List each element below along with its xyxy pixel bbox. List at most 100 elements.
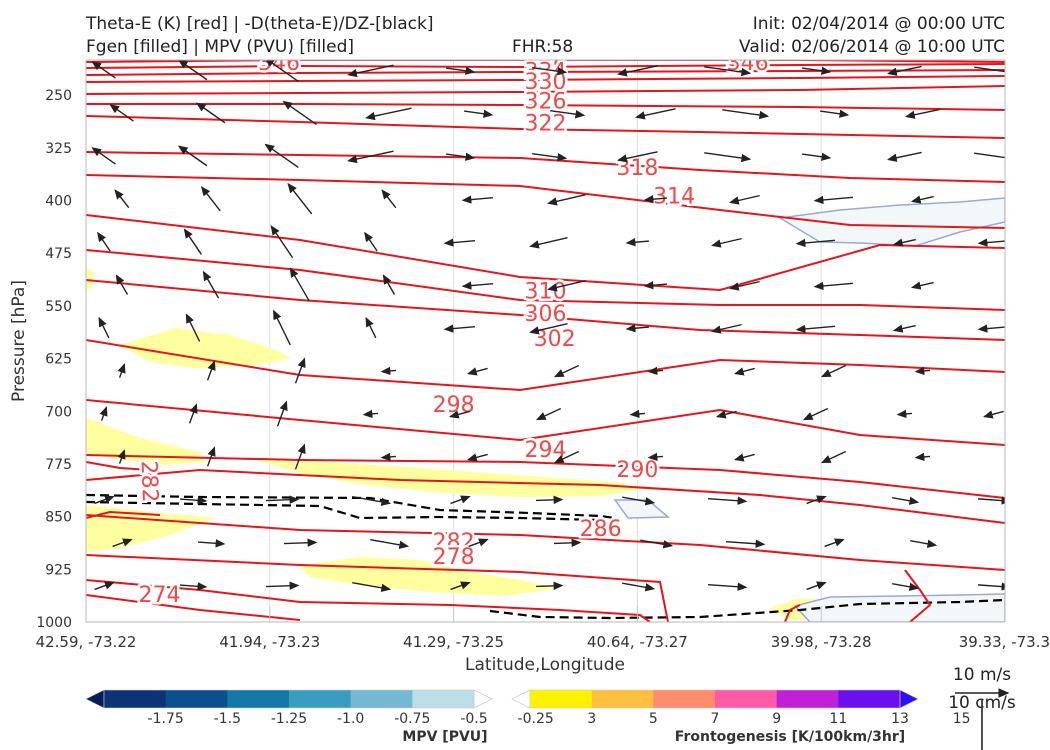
wind-arrow xyxy=(114,189,130,209)
colorbar-extend-left xyxy=(511,689,531,709)
wind-arrow xyxy=(117,449,126,464)
mpv-tick-label: -1.0 xyxy=(337,711,364,727)
wind-arrow xyxy=(265,495,300,504)
wind-arrow xyxy=(625,324,650,333)
colorbar-segment xyxy=(412,690,475,708)
theta-e-contour xyxy=(86,174,1005,229)
wind-arrow xyxy=(974,66,1005,76)
wind-arrow xyxy=(707,496,748,505)
wind-arrow xyxy=(635,108,676,120)
wind-arrow xyxy=(468,538,489,548)
wind-arrow xyxy=(977,238,1005,247)
y-tick-label: 700 xyxy=(45,404,72,420)
wind-arrow xyxy=(206,360,216,381)
mpv-tick-label: -1.75 xyxy=(148,711,184,727)
wind-arrow xyxy=(109,104,134,122)
y-tick-label: 925 xyxy=(45,562,72,578)
theta-e-contour xyxy=(86,399,1005,446)
wind-arrow xyxy=(896,409,913,419)
y-tick-label: 1000 xyxy=(36,615,72,631)
colorbar-segment xyxy=(530,690,593,708)
wind-arrow xyxy=(529,237,568,249)
x-tick-label: 40.64, -73.27 xyxy=(587,633,688,651)
wind-arrow xyxy=(914,452,931,462)
theta-e-contour xyxy=(86,468,1005,524)
wind-arrow xyxy=(289,267,311,302)
wind-arrow xyxy=(647,452,664,462)
theta-e-contour xyxy=(86,115,1005,139)
wind-arrow xyxy=(283,538,318,547)
wind-arrow xyxy=(365,107,412,121)
wind-arrow xyxy=(448,410,470,419)
wind-arrow xyxy=(264,60,299,83)
wind-arrow xyxy=(887,151,922,162)
wind-arrow xyxy=(647,366,664,376)
wind-arrow xyxy=(550,109,586,119)
wind-arrow xyxy=(443,324,476,333)
wind-arrow xyxy=(643,195,668,204)
wind-arrow xyxy=(347,64,394,78)
colorbar-segment xyxy=(165,690,228,708)
wind-arrow xyxy=(704,152,752,163)
y-tick-label: 550 xyxy=(45,299,72,315)
wind-arrow xyxy=(905,108,940,119)
fgen-colorbar: 3 5 7 9 11 13 15 xyxy=(511,689,971,727)
wind-arrow xyxy=(265,581,300,590)
wind-arrow xyxy=(97,231,111,252)
wind-arrow xyxy=(294,357,306,384)
y-tick-label: 775 xyxy=(45,457,72,473)
wind-arrow xyxy=(914,366,931,376)
wind-arrow xyxy=(466,453,488,462)
wind-arrow xyxy=(276,400,288,427)
wind-arrow xyxy=(733,367,755,376)
y-tick-label: 625 xyxy=(45,352,72,368)
y-tick-label: 325 xyxy=(45,141,72,157)
wind-arrow xyxy=(617,151,658,163)
wind-arrow xyxy=(94,495,115,505)
y-tick-label: 475 xyxy=(45,246,72,262)
mpv-tick-label: -1.25 xyxy=(271,711,307,727)
x-tick-label: 41.29, -73.25 xyxy=(403,633,504,651)
wind-arrow xyxy=(370,539,410,549)
wind-arrow xyxy=(910,539,938,548)
colorbar-segment xyxy=(591,690,654,708)
contour-label: 278 xyxy=(433,545,475,570)
fgen-region xyxy=(255,460,640,497)
wind-arrow xyxy=(910,281,934,290)
mpv-tick-label: -0.5 xyxy=(460,711,487,727)
wind-arrow xyxy=(802,407,829,421)
wind-arrow xyxy=(532,152,568,162)
colorbar-extend-right xyxy=(899,689,919,709)
wind-scale-key: 10 m/s 10 cm/s xyxy=(948,665,1016,750)
mpv-tick-label: -0.75 xyxy=(394,711,430,727)
contour-label: 346 xyxy=(258,51,300,76)
wind-arrow xyxy=(364,231,378,252)
wind-arrow xyxy=(887,65,922,76)
fgen-region xyxy=(120,328,292,368)
contour-labels: 346 3463383343303263223183143103063022982… xyxy=(133,51,771,610)
wind-arrow xyxy=(446,66,476,75)
wind-arrow xyxy=(813,281,853,291)
wind-arrow xyxy=(643,281,668,290)
wind-arrow xyxy=(446,152,476,161)
wind-arrow xyxy=(622,582,656,592)
wind-arrow xyxy=(179,496,208,505)
wind-arrow xyxy=(806,495,827,505)
wind-arrow xyxy=(177,60,208,81)
colorbar-segment xyxy=(289,690,352,708)
theta-e-contour xyxy=(86,279,1005,341)
theta-e-contour xyxy=(904,569,932,622)
wind-arrow xyxy=(802,66,832,75)
wind-arrow xyxy=(547,280,586,292)
wind-arrow xyxy=(202,270,220,299)
contour-label: 282 xyxy=(136,460,162,503)
wind-arrow xyxy=(183,228,202,255)
wind-arrow xyxy=(264,143,299,169)
wind-arrow xyxy=(813,195,853,205)
wind-arrow xyxy=(461,281,494,290)
contour-label: 298 xyxy=(433,393,475,418)
contour-label: 282 xyxy=(433,530,475,555)
wind-arrow xyxy=(820,450,847,464)
wind-arrow xyxy=(117,363,126,378)
